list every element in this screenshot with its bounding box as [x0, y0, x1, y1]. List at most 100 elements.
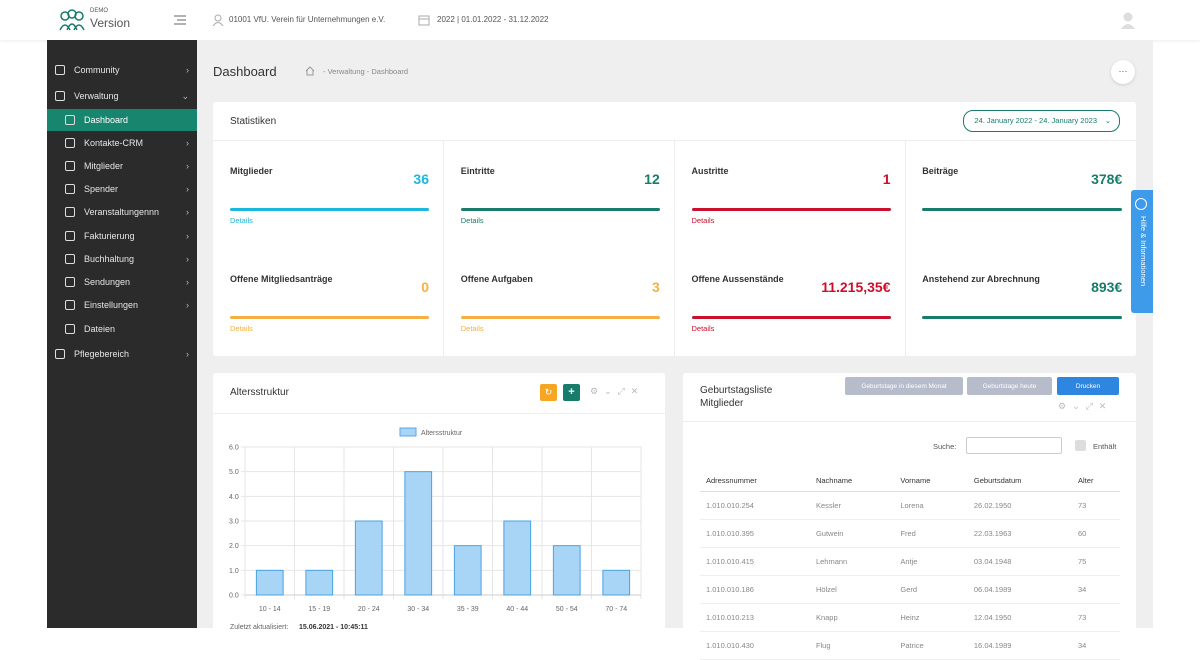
sidebar-label: Kontakte-CRM — [84, 138, 144, 148]
details-link[interactable]: Details — [691, 324, 715, 333]
bar — [255, 569, 284, 596]
sidebar-item[interactable]: Buchhaltung › — [47, 248, 197, 270]
contains-checkbox[interactable] — [1075, 440, 1086, 451]
sidebar-label: Buchhaltung — [84, 254, 135, 264]
table-cell: 60 — [1072, 519, 1120, 548]
sidebar-icon — [65, 138, 75, 148]
sidebar-item[interactable]: Pflegebereich › — [47, 343, 197, 365]
sidebar-item[interactable]: Veranstaltungennn › — [47, 201, 197, 223]
bar — [552, 545, 581, 596]
help-icon — [1135, 198, 1147, 210]
table-row: 1.010.010.254 Kessler Lorena 26.02.1950 73 — [700, 491, 1120, 520]
month-button[interactable]: Geburtstage in diesem Monat — [845, 377, 963, 395]
sidebar-icon — [55, 91, 65, 101]
x-tick-label: 15 - 19 — [308, 606, 330, 613]
sidebar-item[interactable]: Spender › — [47, 178, 197, 200]
contains-label: Enthält — [1093, 442, 1117, 451]
table-cell: 34 — [1072, 575, 1120, 604]
stat-tile: Eintritte 12 Details — [444, 140, 675, 248]
menu-toggle[interactable] — [172, 14, 186, 26]
sidebar-item[interactable]: Kontakte-CRM › — [47, 132, 197, 154]
home-icon[interactable] — [305, 66, 315, 76]
y-tick-label: 0.0 — [229, 593, 239, 600]
help-tab[interactable]: Hilfe & Informationen — [1131, 190, 1153, 313]
breadcrumb[interactable]: - Verwaltung - Dashboard — [323, 67, 409, 76]
sidebar-item[interactable]: Mitglieder › — [47, 155, 197, 177]
table-cell: 1.010.010.395 — [700, 519, 810, 548]
sidebar-item[interactable]: Dateien — [47, 318, 197, 340]
stat-value: 11.215,35€ — [821, 279, 891, 295]
details-link[interactable]: Details — [691, 216, 715, 225]
stat-label: Beiträge — [922, 166, 959, 176]
column-header[interactable]: Vorname — [894, 469, 968, 492]
chevron: › — [186, 300, 189, 310]
chevron: › — [186, 207, 189, 217]
logo-text: Version — [90, 16, 131, 30]
sidebar-item[interactable]: Community › — [47, 59, 197, 81]
y-tick-label: 1.0 — [229, 568, 239, 575]
stat-value: 0 — [421, 279, 429, 295]
stat-tile: Mitglieder 36 Details — [213, 140, 444, 248]
sidebar-label: Einstellungen — [84, 300, 139, 310]
table-cell: Hölzel — [809, 575, 895, 604]
table-cell: Patrice — [894, 631, 968, 660]
stat-grid: Mitglieder 36 Details Eintritte 12 Details Aus… — [213, 140, 1136, 356]
logo-small: DEMO — [90, 8, 108, 14]
add-button[interactable]: + — [563, 384, 580, 401]
user-avatar[interactable] — [1120, 11, 1136, 29]
chevron: › — [186, 277, 189, 287]
sidebar-label: Spender — [84, 184, 119, 194]
table-cell: 22.03.1963 — [967, 519, 1073, 548]
org-name[interactable]: 01001 VfU. Verein für Unternehmungen e.V… — [229, 15, 386, 24]
details-link[interactable]: Details — [460, 324, 484, 333]
refresh-button[interactable]: ↻ — [540, 384, 557, 401]
sidebar-item[interactable]: Einstellungen › — [47, 294, 197, 316]
card-tools[interactable]: ⚙⌄⤢✕ — [1058, 401, 1113, 411]
sidebar-item[interactable]: Verwaltung ⌄ — [47, 85, 197, 107]
details-link[interactable]: Details — [230, 216, 253, 225]
table-cell: Knapp — [809, 603, 895, 632]
more-button[interactable]: ··· — [1111, 60, 1135, 84]
calendar-icon — [418, 15, 430, 26]
table-cell: Fred — [894, 519, 968, 548]
column-header[interactable]: Geburtsdatum — [967, 469, 1073, 492]
chevron: ⌄ — [181, 90, 189, 101]
x-tick-label: 35 - 39 — [457, 606, 479, 613]
search-input[interactable] — [966, 437, 1062, 454]
sidebar-item[interactable]: Fakturierung › — [47, 225, 197, 247]
sidebar-item[interactable]: Dashboard — [47, 109, 197, 131]
period[interactable]: 2022 | 01.01.2022 - 31.12.2022 — [437, 15, 549, 24]
column-header[interactable]: Nachname — [809, 469, 895, 492]
legend-label: Altersstruktur — [421, 430, 463, 437]
stat-bar — [460, 316, 660, 319]
stat-value: 12 — [644, 171, 660, 187]
sidebar-icon — [65, 277, 75, 287]
column-header[interactable]: Alter — [1072, 469, 1120, 492]
stat-label: Eintritte — [460, 166, 495, 176]
card-tools[interactable]: ⚙⌄⤢✕ — [590, 386, 645, 396]
sidebar-item[interactable]: Sendungen › — [47, 271, 197, 293]
sidebar-icon — [65, 115, 75, 125]
sidebar-icon — [65, 161, 75, 171]
bar — [503, 520, 532, 596]
stat-label: Offene Mitgliedsanträge — [230, 274, 333, 284]
page-title: Dashboard — [213, 64, 277, 79]
details-link[interactable]: Details — [460, 216, 484, 225]
y-tick-label: 6.0 — [229, 445, 239, 452]
chart: 0.0 1.0 2.0 3.0 4.0 5.0 6.0 Altersstruktur 10 - … — [229, 427, 642, 631]
today-button[interactable]: Geburtstage heute — [967, 377, 1052, 395]
x-tick-label: 40 - 44 — [506, 606, 528, 613]
column-header[interactable]: Adressnummer — [700, 469, 810, 492]
print-button[interactable]: Drucken — [1057, 377, 1119, 395]
sidebar-label: Sendungen — [84, 277, 131, 287]
details-link[interactable]: Details — [230, 324, 253, 333]
content: Dashboard - Verwaltung - Dashboard ··· S… — [197, 40, 1153, 660]
table-cell: Gerd — [894, 575, 968, 604]
chevron: › — [186, 138, 189, 148]
stat-bar — [922, 208, 1123, 211]
table-cell: 1.010.010.430 — [700, 631, 810, 660]
bar — [305, 569, 334, 596]
date-range[interactable]: 24. January 2022 - 24. January 2023 ⌄ — [963, 110, 1120, 132]
stats-title: Statistiken — [230, 116, 277, 127]
table-cell: 73 — [1072, 491, 1120, 520]
